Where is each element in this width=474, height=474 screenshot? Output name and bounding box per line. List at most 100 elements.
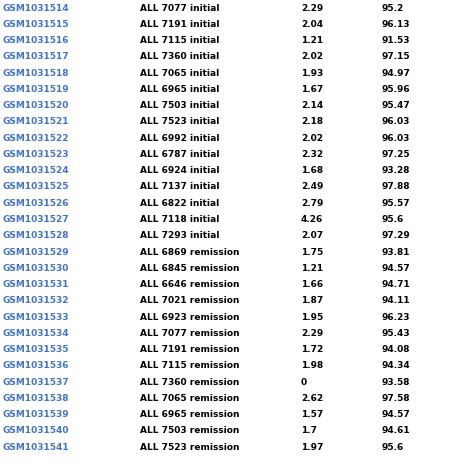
- Text: GSM1031528: GSM1031528: [2, 231, 69, 240]
- Bar: [0, 16, 474, 33]
- Bar: [0, 114, 474, 130]
- Text: 2.02: 2.02: [301, 53, 323, 62]
- Text: 94.71: 94.71: [382, 280, 410, 289]
- Text: ALL 7360 remission: ALL 7360 remission: [140, 378, 239, 387]
- Text: ALL 7065 initial: ALL 7065 initial: [140, 69, 219, 78]
- Bar: [0, 49, 474, 65]
- Text: 97.29: 97.29: [382, 231, 410, 240]
- Bar: [0, 390, 474, 406]
- Text: ALL 7503 remission: ALL 7503 remission: [140, 426, 239, 435]
- Text: 1.98: 1.98: [301, 361, 323, 370]
- Text: 2.29: 2.29: [301, 329, 323, 338]
- Text: ALL 7360 initial: ALL 7360 initial: [140, 53, 219, 62]
- Text: GSM1031524: GSM1031524: [2, 166, 69, 175]
- Text: 1.68: 1.68: [301, 166, 323, 175]
- Text: GSM1031518: GSM1031518: [2, 69, 69, 78]
- Text: 2.49: 2.49: [301, 182, 323, 191]
- Text: ALL 6845 remission: ALL 6845 remission: [140, 264, 239, 273]
- Text: GSM1031534: GSM1031534: [2, 329, 69, 338]
- Text: GSM1031526: GSM1031526: [2, 199, 69, 208]
- Text: ALL 7137 initial: ALL 7137 initial: [140, 182, 219, 191]
- Text: GSM1031521: GSM1031521: [2, 118, 69, 127]
- Text: 97.25: 97.25: [382, 150, 410, 159]
- Text: 2.79: 2.79: [301, 199, 323, 208]
- Text: 93.58: 93.58: [382, 378, 410, 387]
- Text: ALL 7065 remission: ALL 7065 remission: [140, 394, 239, 403]
- Text: ALL 6822 initial: ALL 6822 initial: [140, 199, 219, 208]
- Text: 94.61: 94.61: [382, 426, 410, 435]
- Text: 93.81: 93.81: [382, 247, 410, 256]
- Bar: [0, 325, 474, 341]
- Text: 2.07: 2.07: [301, 231, 323, 240]
- Text: 95.6: 95.6: [382, 443, 404, 452]
- Text: 96.13: 96.13: [382, 20, 410, 29]
- Text: ALL 7021 remission: ALL 7021 remission: [140, 296, 239, 305]
- Bar: [0, 276, 474, 292]
- Text: 97.15: 97.15: [382, 53, 410, 62]
- Text: ALL 7523 initial: ALL 7523 initial: [140, 118, 219, 127]
- Text: 2.32: 2.32: [301, 150, 323, 159]
- Bar: [0, 439, 474, 455]
- Text: 0: 0: [301, 378, 307, 387]
- Text: 95.6: 95.6: [382, 215, 404, 224]
- Text: ALL 7191 remission: ALL 7191 remission: [140, 345, 239, 354]
- Bar: [0, 98, 474, 114]
- Text: ALL 6646 remission: ALL 6646 remission: [140, 280, 239, 289]
- Text: GSM1031536: GSM1031536: [2, 361, 69, 370]
- Text: ALL 7077 remission: ALL 7077 remission: [140, 329, 239, 338]
- Text: 2.02: 2.02: [301, 134, 323, 143]
- Text: ALL 6965 initial: ALL 6965 initial: [140, 85, 219, 94]
- Text: ALL 7077 initial: ALL 7077 initial: [140, 4, 219, 13]
- Text: GSM1031540: GSM1031540: [2, 426, 69, 435]
- Text: ALL 7115 initial: ALL 7115 initial: [140, 36, 219, 45]
- Bar: [0, 130, 474, 146]
- Text: 96.23: 96.23: [382, 312, 410, 321]
- Bar: [0, 341, 474, 358]
- Bar: [0, 0, 474, 16]
- Bar: [0, 33, 474, 49]
- Text: GSM1031519: GSM1031519: [2, 85, 69, 94]
- Text: ALL 6924 initial: ALL 6924 initial: [140, 166, 219, 175]
- Bar: [0, 163, 474, 179]
- Text: ALL 7118 initial: ALL 7118 initial: [140, 215, 219, 224]
- Text: ALL 7523 remission: ALL 7523 remission: [140, 443, 239, 452]
- Text: 94.97: 94.97: [382, 69, 410, 78]
- Text: 93.28: 93.28: [382, 166, 410, 175]
- Text: ALL 6992 initial: ALL 6992 initial: [140, 134, 219, 143]
- Text: 1.21: 1.21: [301, 264, 323, 273]
- Text: GSM1031532: GSM1031532: [2, 296, 69, 305]
- Text: ALL 7115 remission: ALL 7115 remission: [140, 361, 239, 370]
- Text: GSM1031539: GSM1031539: [2, 410, 69, 419]
- Text: GSM1031516: GSM1031516: [2, 36, 69, 45]
- Text: 2.62: 2.62: [301, 394, 323, 403]
- Bar: [0, 179, 474, 195]
- Text: 1.21: 1.21: [301, 36, 323, 45]
- Text: ALL 7293 initial: ALL 7293 initial: [140, 231, 219, 240]
- Text: GSM1031535: GSM1031535: [2, 345, 69, 354]
- Text: GSM1031517: GSM1031517: [2, 53, 69, 62]
- Text: 1.87: 1.87: [301, 296, 323, 305]
- Text: GSM1031530: GSM1031530: [2, 264, 69, 273]
- Text: 94.57: 94.57: [382, 410, 410, 419]
- Text: 97.88: 97.88: [382, 182, 410, 191]
- Text: GSM1031527: GSM1031527: [2, 215, 69, 224]
- Bar: [0, 146, 474, 163]
- Text: 95.47: 95.47: [382, 101, 410, 110]
- Text: 1.67: 1.67: [301, 85, 323, 94]
- Text: 2.18: 2.18: [301, 118, 323, 127]
- Text: GSM1031531: GSM1031531: [2, 280, 69, 289]
- Bar: [0, 65, 474, 82]
- Bar: [0, 82, 474, 98]
- Bar: [0, 228, 474, 244]
- Text: 91.53: 91.53: [382, 36, 410, 45]
- Text: 95.43: 95.43: [382, 329, 410, 338]
- Text: 94.11: 94.11: [382, 296, 410, 305]
- Text: 96.03: 96.03: [382, 118, 410, 127]
- Text: 1.75: 1.75: [301, 247, 323, 256]
- Text: 94.08: 94.08: [382, 345, 410, 354]
- Text: GSM1031514: GSM1031514: [2, 4, 69, 13]
- Bar: [0, 423, 474, 439]
- Text: 94.34: 94.34: [382, 361, 410, 370]
- Bar: [0, 292, 474, 309]
- Text: GSM1031522: GSM1031522: [2, 134, 69, 143]
